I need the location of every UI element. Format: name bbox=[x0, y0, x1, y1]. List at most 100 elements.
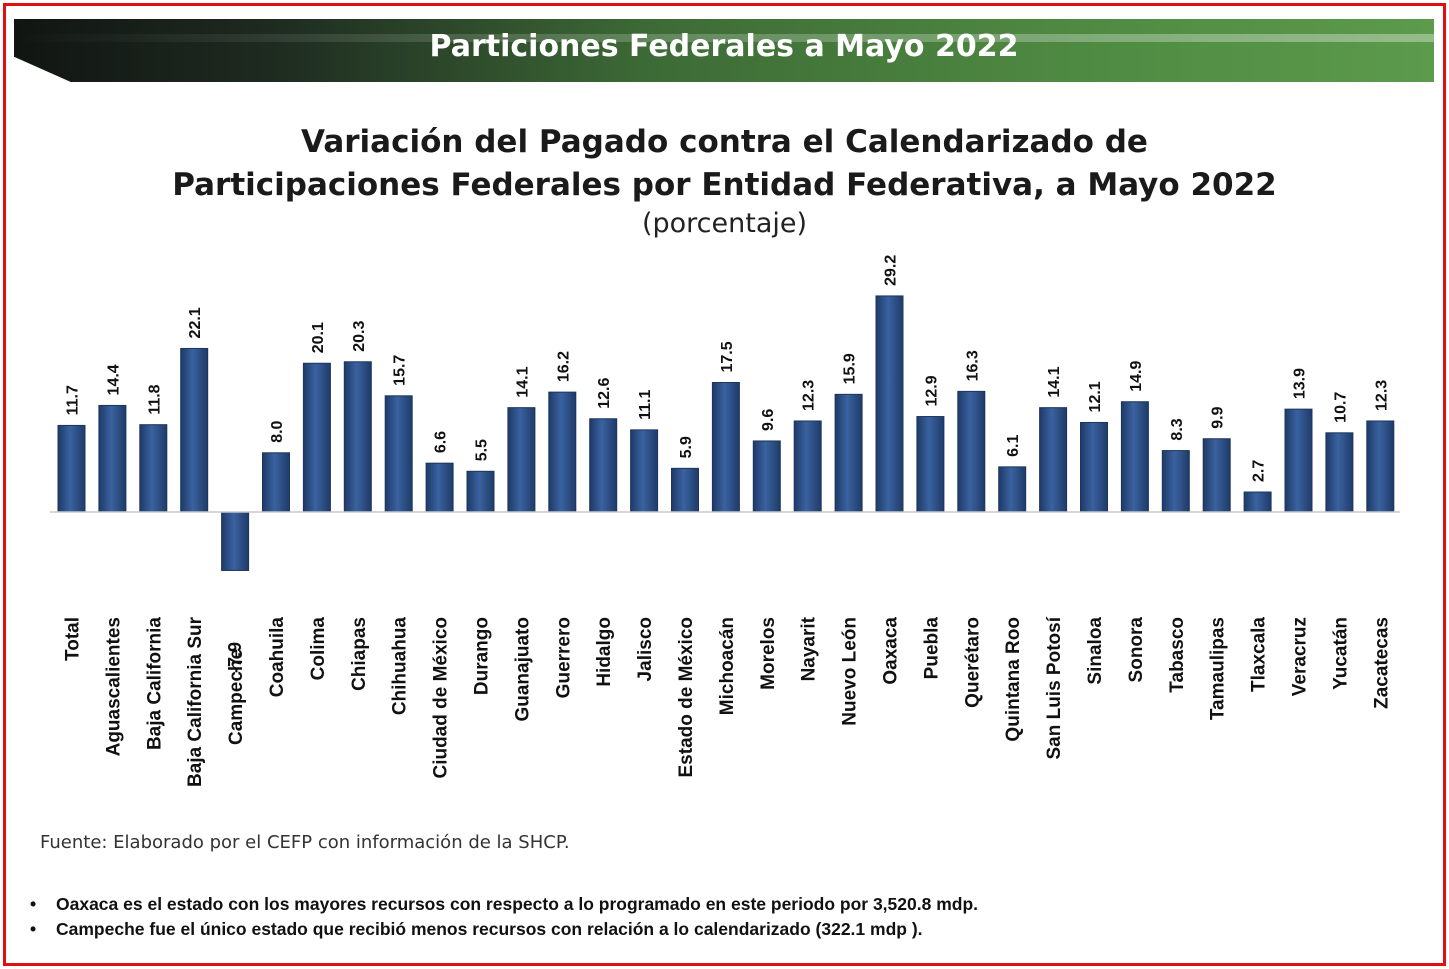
bar bbox=[98, 404, 127, 513]
chart-subtitle: (porcentaje) bbox=[641, 208, 808, 239]
value-label: 8.0 bbox=[269, 420, 286, 442]
value-label: 20.1 bbox=[310, 322, 327, 353]
category-label: Nayarit bbox=[799, 616, 820, 681]
value-label: 2.7 bbox=[1251, 460, 1268, 482]
bar bbox=[834, 393, 863, 513]
bar bbox=[384, 395, 413, 513]
value-label: 6.1 bbox=[1005, 435, 1022, 457]
value-label: 15.9 bbox=[842, 353, 859, 384]
bar bbox=[466, 470, 495, 513]
value-label: 5.9 bbox=[678, 436, 695, 458]
category-label: Guanajuato bbox=[512, 617, 533, 722]
value-label: 14.9 bbox=[1128, 360, 1145, 391]
bar bbox=[1325, 432, 1354, 513]
category-label: Guerrero bbox=[553, 617, 574, 698]
bar bbox=[1366, 420, 1395, 513]
category-label: Baja California Sur bbox=[185, 616, 206, 787]
value-label: 11.7 bbox=[65, 385, 82, 415]
category-label: San Luis Potosí bbox=[1044, 616, 1065, 759]
bar bbox=[262, 452, 290, 513]
category-label: Nuevo León bbox=[840, 617, 861, 726]
bar bbox=[548, 391, 577, 513]
bar bbox=[875, 295, 904, 513]
bullet-icon: • bbox=[30, 919, 37, 939]
bar bbox=[589, 418, 618, 513]
bar bbox=[139, 424, 168, 513]
category-label: Total bbox=[63, 617, 84, 661]
category-label: Querétaro bbox=[962, 617, 983, 708]
bar bbox=[302, 362, 331, 513]
page-frame bbox=[3, 3, 1446, 966]
value-label: 14.1 bbox=[1046, 366, 1063, 397]
value-label: 11.8 bbox=[146, 384, 163, 414]
category-label: Quintana Roo bbox=[1003, 617, 1024, 742]
value-label: 12.1 bbox=[1087, 381, 1104, 412]
bar bbox=[1039, 407, 1068, 513]
value-label: 12.3 bbox=[1373, 380, 1390, 411]
category-label: Puebla bbox=[921, 617, 942, 680]
value-label: 17.5 bbox=[719, 341, 736, 372]
bar bbox=[671, 467, 699, 513]
source-note: Fuente: Elaborado por el CEFP con inform… bbox=[40, 832, 570, 853]
value-label: 11.1 bbox=[637, 390, 654, 420]
bullet-icon: • bbox=[30, 894, 37, 914]
bar bbox=[1284, 408, 1313, 513]
category-label: Sonora bbox=[1126, 617, 1147, 683]
bar bbox=[507, 407, 536, 513]
category-label: Chihuahua bbox=[390, 617, 411, 716]
category-label: Tabasco bbox=[1167, 617, 1188, 693]
value-label: 5.5 bbox=[474, 439, 491, 461]
bar bbox=[752, 440, 781, 513]
banner-stripe bbox=[14, 34, 1434, 42]
value-label: 9.6 bbox=[760, 409, 777, 431]
category-label: Tlaxcala bbox=[1249, 617, 1270, 692]
chart-title-line2: Participaciones Federales por Entidad Fe… bbox=[172, 167, 1277, 203]
category-label: Michoacán bbox=[717, 617, 738, 715]
category-label: Veracruz bbox=[1290, 617, 1311, 696]
value-label: 6.6 bbox=[433, 431, 450, 453]
value-label: -7.9 bbox=[225, 642, 245, 673]
category-label: Tamaulipas bbox=[1208, 617, 1229, 720]
bar bbox=[1161, 450, 1190, 513]
value-label: 9.9 bbox=[1210, 406, 1227, 428]
value-label: 12.3 bbox=[801, 380, 818, 411]
value-label: 16.2 bbox=[555, 351, 572, 382]
header-banner bbox=[14, 19, 1434, 82]
bar bbox=[343, 361, 372, 513]
bar bbox=[711, 382, 740, 513]
value-label: 29.2 bbox=[883, 255, 900, 286]
bar bbox=[916, 416, 945, 513]
value-label: 10.7 bbox=[1332, 392, 1349, 423]
bar bbox=[630, 429, 659, 513]
bar bbox=[1202, 438, 1231, 513]
bar bbox=[1080, 421, 1108, 513]
bar bbox=[1120, 401, 1149, 513]
value-label: 22.1 bbox=[187, 307, 204, 338]
category-label: Zacatecas bbox=[1371, 617, 1392, 709]
bar bbox=[57, 424, 86, 513]
bar bbox=[793, 420, 822, 513]
bar bbox=[221, 511, 250, 571]
category-label: Hidalgo bbox=[594, 617, 615, 687]
value-label: 14.1 bbox=[514, 366, 531, 397]
category-label: Coahuila bbox=[267, 617, 288, 698]
bar bbox=[1243, 491, 1272, 513]
note-item: • Oaxaca es el estado con los mayores rec… bbox=[30, 892, 978, 917]
banner-title: Particiones Federales a Mayo 2022 bbox=[429, 29, 1019, 64]
value-label: 12.9 bbox=[923, 375, 940, 406]
category-label: Durango bbox=[472, 617, 493, 695]
bar bbox=[180, 347, 209, 513]
note-text: Oaxaca es el estado con los mayores recu… bbox=[56, 894, 979, 914]
value-label: 15.7 bbox=[392, 355, 409, 386]
category-label: Estado de México bbox=[676, 617, 697, 778]
category-label: Oaxaca bbox=[881, 617, 902, 685]
bar bbox=[998, 466, 1027, 513]
value-label: 14.4 bbox=[105, 364, 122, 395]
chart-title-line1: Variación del Pagado contra el Calendari… bbox=[301, 124, 1148, 160]
category-label: Colima bbox=[308, 617, 329, 681]
bar bbox=[957, 390, 986, 513]
category-label: Morelos bbox=[758, 617, 779, 690]
category-label: Ciudad de México bbox=[431, 617, 452, 779]
category-label: Aguascalientes bbox=[103, 617, 124, 756]
